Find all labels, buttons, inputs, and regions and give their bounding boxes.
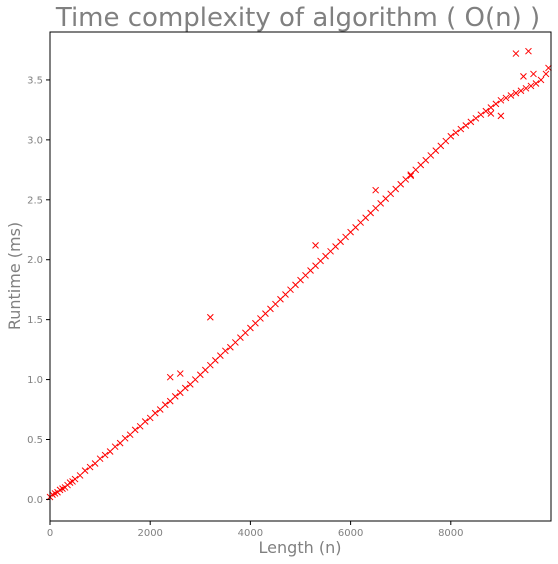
data-point xyxy=(530,70,537,78)
data-point xyxy=(96,455,104,463)
x-axis-ticks: 0 2000 4000 6000 8000 xyxy=(47,521,464,539)
data-point xyxy=(457,125,465,133)
data-point xyxy=(131,426,139,434)
data-point xyxy=(502,94,510,102)
y-axis-ticks: 0.0 0.5 1.0 1.5 2.0 2.5 3.0 3.5 xyxy=(27,75,50,506)
data-point xyxy=(542,70,550,78)
data-point xyxy=(206,313,214,321)
data-point xyxy=(111,443,119,451)
data-point xyxy=(86,463,94,471)
data-point xyxy=(472,114,480,122)
data-point xyxy=(176,370,184,377)
data-point xyxy=(497,112,505,120)
y-tick-label: 1.0 xyxy=(27,375,43,386)
y-tick-label: 0.5 xyxy=(27,435,43,446)
data-point xyxy=(71,475,79,483)
data-point xyxy=(527,82,535,90)
data-point xyxy=(121,434,129,442)
data-point xyxy=(467,118,475,126)
data-point xyxy=(482,107,490,115)
chart-title: Time complexity of algorithm ( O(n) ) xyxy=(55,3,540,33)
data-point xyxy=(166,373,174,381)
data-point xyxy=(497,96,505,104)
data-point xyxy=(512,89,520,97)
data-point xyxy=(512,50,520,57)
data-point xyxy=(407,172,415,180)
data-point xyxy=(181,384,189,392)
y-tick-label: 2.5 xyxy=(27,195,43,206)
data-point xyxy=(101,451,109,459)
y-tick-label: 3.0 xyxy=(27,135,43,146)
data-point xyxy=(525,47,532,55)
data-point xyxy=(537,76,545,84)
data-point xyxy=(447,132,455,140)
data-point xyxy=(487,104,495,111)
data-points-layer xyxy=(46,47,552,501)
data-point xyxy=(462,122,470,129)
data-point xyxy=(372,186,380,194)
data-point xyxy=(452,129,460,137)
data-point xyxy=(492,100,500,108)
x-tick-label: 8000 xyxy=(438,528,463,539)
x-tick-label: 0 xyxy=(47,528,53,539)
plot-frame xyxy=(49,31,552,522)
data-point xyxy=(517,87,525,95)
x-axis-label: Length (n) xyxy=(259,538,342,557)
x-tick-label: 6000 xyxy=(338,528,363,539)
data-point xyxy=(221,347,229,355)
data-point xyxy=(151,409,159,417)
y-tick-label: 1.5 xyxy=(27,315,43,326)
y-tick-label: 2.0 xyxy=(27,255,43,266)
data-point xyxy=(487,110,495,117)
x-tick-label: 2000 xyxy=(137,528,162,539)
data-point xyxy=(312,241,319,249)
data-point xyxy=(171,392,179,400)
data-point xyxy=(141,418,149,425)
y-tick-label: 0.0 xyxy=(27,495,43,506)
data-point xyxy=(507,92,515,99)
y-tick-label: 3.5 xyxy=(27,75,43,86)
x-tick-label: 4000 xyxy=(238,528,263,539)
data-point xyxy=(161,401,169,409)
y-axis-label: Runtime (ms) xyxy=(5,222,24,330)
data-point xyxy=(520,72,527,80)
data-point xyxy=(522,84,530,92)
data-point xyxy=(81,467,89,475)
data-point xyxy=(545,64,552,72)
data-point xyxy=(532,80,540,87)
data-point xyxy=(477,111,485,119)
